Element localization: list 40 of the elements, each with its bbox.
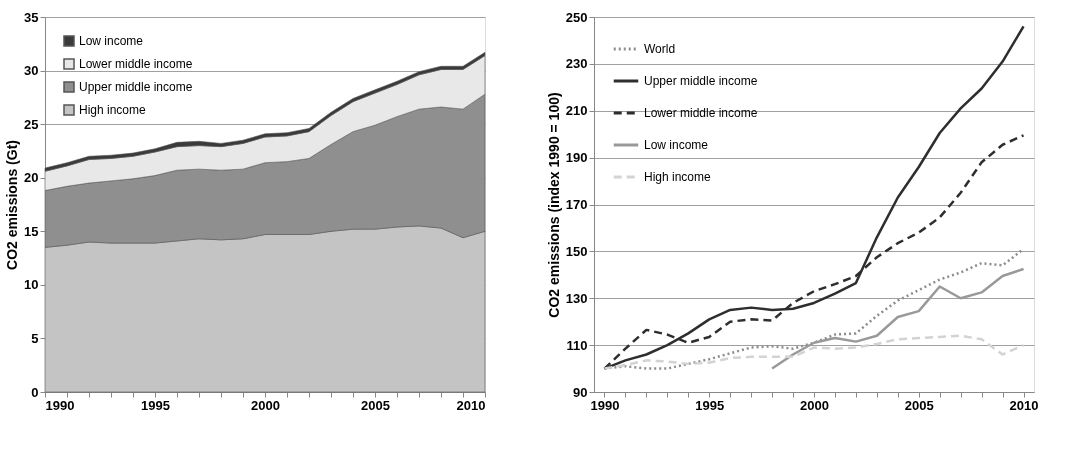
legend-label: Lower middle income bbox=[79, 57, 193, 71]
legend-label: Upper middle income bbox=[79, 80, 193, 94]
legend-label: World bbox=[644, 42, 676, 56]
line-series bbox=[603, 334, 1025, 370]
y-tick-label: 35 bbox=[24, 9, 39, 25]
legend-label: Upper middle income bbox=[644, 74, 758, 88]
y-axis-title: CO2 emissions (index 1990 = 100) bbox=[545, 92, 562, 318]
x-tick-label: 2000 bbox=[800, 397, 829, 413]
y-tick-label: 20 bbox=[24, 170, 39, 186]
legend-label: High income bbox=[79, 103, 147, 117]
y-tick-label: 25 bbox=[24, 116, 39, 132]
y-tick-label: 230 bbox=[565, 56, 588, 72]
y-axis-title: CO2 emissions (Gt) bbox=[4, 140, 21, 270]
y-tick-label: 15 bbox=[24, 223, 39, 239]
x-tick-label: 2010 bbox=[456, 397, 486, 413]
legend-label: Low income bbox=[79, 34, 144, 48]
y-tick-label: 5 bbox=[31, 330, 39, 346]
legend-label: Lower middle income bbox=[644, 106, 758, 120]
y-tick-label: 130 bbox=[565, 290, 588, 306]
y-tick-label: 0 bbox=[31, 384, 39, 400]
legend-label: Low income bbox=[644, 138, 709, 152]
y-tick-label: 90 bbox=[573, 384, 588, 400]
y-tick-label: 30 bbox=[24, 63, 39, 79]
y-tick-label: 250 bbox=[565, 9, 588, 25]
x-tick-label: 2010 bbox=[1009, 397, 1039, 413]
legend-label: High income bbox=[644, 170, 712, 184]
x-tick-label: 1995 bbox=[141, 397, 170, 413]
y-tick-label: 210 bbox=[565, 103, 588, 119]
y-tick-label: 170 bbox=[565, 197, 588, 212]
x-tick-label: 2005 bbox=[361, 397, 390, 413]
x-tick-label: 2000 bbox=[251, 397, 280, 413]
line-series bbox=[603, 247, 1025, 370]
y-tick-label: 110 bbox=[566, 337, 588, 353]
x-tick-label: 2005 bbox=[904, 397, 934, 413]
x-tick-label: 1990 bbox=[590, 397, 620, 413]
y-tick-label: 190 bbox=[565, 150, 588, 166]
y-tick-label: 10 bbox=[24, 277, 39, 293]
x-tick-label: 1990 bbox=[45, 397, 75, 413]
x-tick-label: 1995 bbox=[695, 397, 725, 413]
y-tick-label: 150 bbox=[565, 243, 588, 259]
